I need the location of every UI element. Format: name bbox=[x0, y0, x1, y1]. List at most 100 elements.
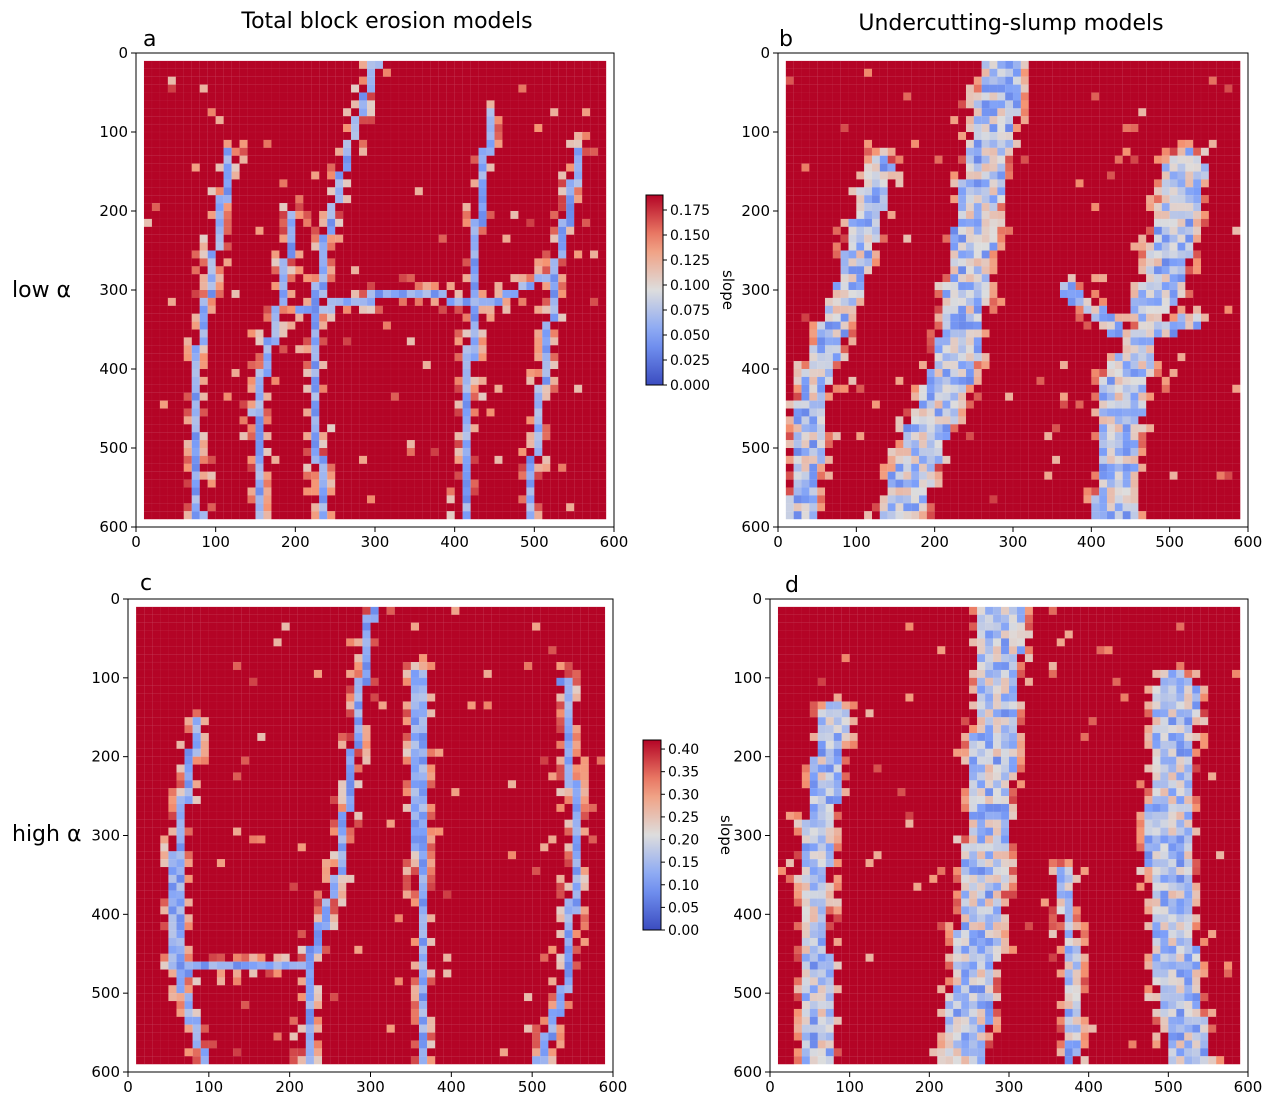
heatmap-cell bbox=[263, 218, 272, 228]
heatmap-cell bbox=[1106, 139, 1116, 149]
heatmap-cell bbox=[334, 108, 344, 117]
heatmap-cell bbox=[518, 274, 527, 283]
heatmap-cell bbox=[558, 408, 567, 417]
heatmap-cell bbox=[470, 234, 479, 243]
heatmap-cell bbox=[1044, 234, 1053, 243]
heatmap-cell bbox=[494, 147, 503, 157]
heatmap-cell bbox=[1177, 108, 1186, 117]
heatmap-cell bbox=[910, 218, 920, 228]
heatmap-cell bbox=[167, 202, 177, 212]
heatmap-cell bbox=[550, 242, 559, 251]
heatmap-cell bbox=[382, 416, 392, 425]
heatmap-cell bbox=[887, 234, 896, 243]
heatmap-cell bbox=[406, 439, 416, 449]
heatmap-cell bbox=[462, 368, 471, 378]
heatmap-cell bbox=[239, 360, 248, 370]
heatmap-cell bbox=[887, 147, 896, 157]
heatmap-cell bbox=[175, 408, 185, 417]
heatmap-cell bbox=[1044, 131, 1053, 141]
heatmap-cell bbox=[255, 68, 264, 78]
heatmap-cell bbox=[1185, 68, 1194, 78]
heatmap-cell bbox=[494, 487, 503, 496]
heatmap-cell bbox=[581, 321, 591, 330]
heatmap-cell bbox=[918, 123, 928, 133]
heatmap-cell bbox=[334, 68, 344, 78]
heatmap-cell bbox=[271, 202, 280, 212]
heatmap-cell bbox=[793, 258, 802, 267]
heatmap-cell bbox=[311, 210, 320, 220]
heatmap-cell bbox=[486, 384, 495, 394]
heatmap-cell bbox=[398, 234, 408, 243]
heatmap-cell bbox=[263, 495, 272, 504]
heatmap-cell bbox=[398, 408, 408, 417]
heatmap-cell bbox=[183, 495, 193, 504]
heatmap-cell bbox=[863, 60, 873, 70]
heatmap-cell bbox=[973, 155, 983, 164]
heatmap-cell bbox=[502, 400, 511, 409]
heatmap-cell bbox=[478, 392, 487, 401]
heatmap-cell bbox=[255, 495, 264, 504]
heatmap-cell bbox=[871, 139, 881, 149]
heatmap-cell bbox=[965, 266, 975, 275]
heatmap-cell bbox=[191, 210, 201, 220]
heatmap-cell bbox=[1098, 139, 1108, 149]
heatmap-cell bbox=[191, 503, 201, 512]
heatmap-cell bbox=[398, 202, 408, 212]
heatmap-cell bbox=[231, 432, 240, 441]
heatmap-cell bbox=[542, 487, 551, 496]
heatmap-cell bbox=[957, 92, 967, 101]
heatmap-cell bbox=[1185, 92, 1194, 101]
heatmap-cell bbox=[1044, 226, 1053, 236]
heatmap-cell bbox=[454, 368, 463, 378]
heatmap-cell bbox=[793, 242, 802, 251]
heatmap-cell bbox=[223, 163, 232, 172]
heatmap-cell bbox=[502, 76, 511, 85]
heatmap-cell bbox=[1114, 84, 1124, 93]
heatmap-cell bbox=[295, 321, 304, 330]
heatmap-cell bbox=[1224, 179, 1233, 188]
heatmap-cell bbox=[239, 479, 248, 488]
heatmap-cell bbox=[358, 305, 368, 315]
heatmap-cell bbox=[1192, 202, 1202, 212]
heatmap-cell bbox=[366, 345, 376, 354]
heatmap-cell bbox=[319, 400, 328, 409]
heatmap-cell bbox=[895, 60, 904, 70]
heatmap-cell bbox=[295, 384, 304, 394]
heatmap-cell bbox=[271, 108, 280, 117]
heatmap-cell bbox=[918, 179, 928, 188]
heatmap-cell bbox=[1192, 123, 1202, 133]
heatmap-cell bbox=[934, 100, 943, 109]
heatmap-cell bbox=[342, 179, 352, 188]
heatmap-cell bbox=[950, 123, 959, 133]
heatmap-cell bbox=[1122, 187, 1131, 196]
heatmap-cell bbox=[374, 281, 384, 291]
heatmap-cell bbox=[454, 463, 463, 473]
heatmap-cell bbox=[350, 360, 360, 370]
heatmap-cell bbox=[1059, 194, 1069, 204]
heatmap-cell bbox=[239, 400, 248, 409]
heatmap-cell bbox=[303, 147, 312, 157]
heatmap-cell bbox=[542, 139, 551, 149]
heatmap-cell bbox=[1216, 187, 1225, 196]
heatmap-cell bbox=[398, 266, 408, 275]
heatmap-cell bbox=[1145, 155, 1155, 164]
heatmap-cell bbox=[1059, 202, 1069, 212]
heatmap-cell bbox=[1153, 76, 1163, 85]
heatmap-cell bbox=[526, 392, 535, 401]
heatmap-cell bbox=[175, 321, 185, 330]
heatmap-cell bbox=[207, 139, 217, 149]
heatmap-cell bbox=[1028, 179, 1037, 188]
heatmap-cell bbox=[327, 471, 336, 480]
heatmap-cell bbox=[1051, 250, 1061, 259]
heatmap-cell bbox=[159, 384, 169, 394]
heatmap-cell bbox=[957, 115, 967, 125]
heatmap-cell bbox=[879, 210, 889, 220]
heatmap-cell bbox=[840, 76, 849, 85]
heatmap-cell bbox=[558, 92, 567, 101]
heatmap-cell bbox=[406, 163, 416, 172]
heatmap-cell bbox=[1224, 147, 1233, 157]
heatmap-cell bbox=[199, 194, 209, 204]
heatmap-cell bbox=[239, 289, 248, 299]
heatmap-cell bbox=[1216, 139, 1225, 149]
heatmap-cell bbox=[824, 250, 834, 259]
